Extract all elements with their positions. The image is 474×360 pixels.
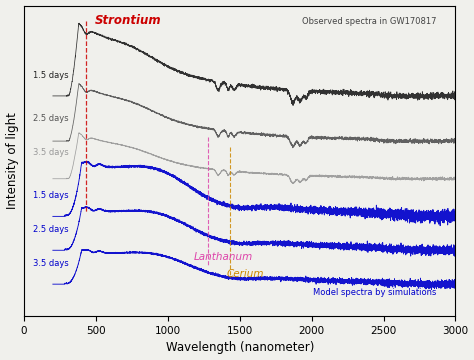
Text: 3.5 days: 3.5 days: [33, 148, 68, 157]
Text: 3.5 days: 3.5 days: [33, 259, 68, 268]
Y-axis label: Intensity of light: Intensity of light: [6, 112, 18, 209]
Text: 2.5 days: 2.5 days: [33, 114, 68, 123]
X-axis label: Wavelength (nanometer): Wavelength (nanometer): [165, 341, 314, 355]
Text: Lanthanum: Lanthanum: [194, 252, 253, 262]
Text: Model spectra by simulations: Model spectra by simulations: [313, 288, 437, 297]
Text: 1.5 days: 1.5 days: [33, 191, 68, 200]
Text: Strontium: Strontium: [94, 14, 161, 27]
Text: 2.5 days: 2.5 days: [33, 225, 68, 234]
Text: Observed spectra in GW170817: Observed spectra in GW170817: [302, 17, 437, 26]
Text: 1.5 days: 1.5 days: [33, 71, 68, 80]
Text: Cerium: Cerium: [227, 269, 264, 279]
